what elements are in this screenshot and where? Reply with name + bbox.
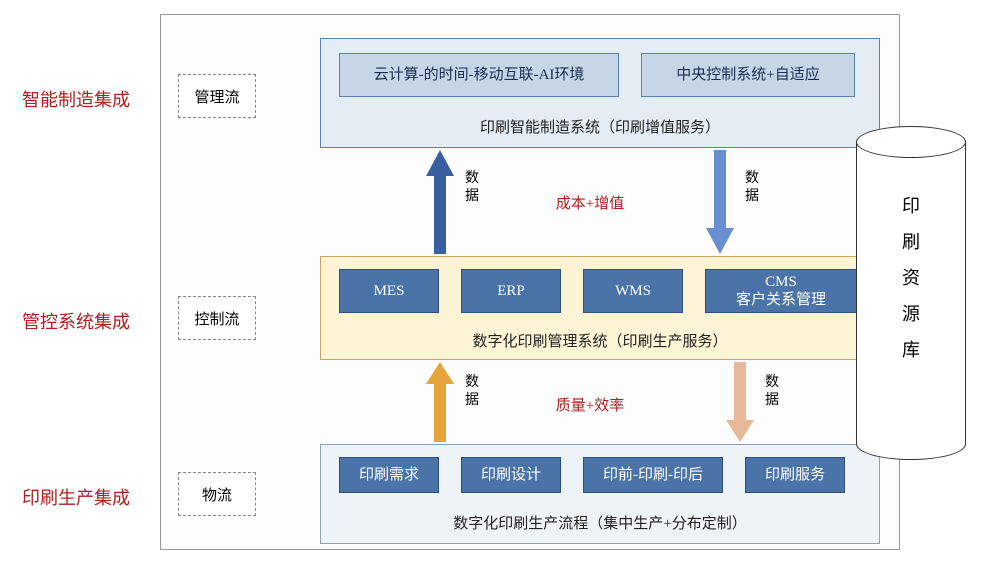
cylinder-label: 印 刷 资 源 库 [901, 188, 921, 368]
arrow-2-down-label: 数 据 [764, 374, 780, 410]
tier-1: 云计算-的时间-移动互联-AI环境 中央控制系统+自适应 印刷智能制造系统（印刷… [320, 38, 880, 148]
row-label-3: 印刷生产集成 [22, 484, 130, 510]
tier3-block-2: 印刷设计 [461, 457, 561, 493]
tier2-caption: 数字化印刷管理系统（印刷生产服务） [321, 330, 879, 351]
tier-3: 印刷需求 印刷设计 印前-印刷-印后 印刷服务 数字化印刷生产流程（集中生产+分… [320, 444, 880, 544]
tier2-block-2-text: ERP [497, 282, 525, 300]
tier3-caption: 数字化印刷生产流程（集中生产+分布定制） [321, 512, 879, 533]
tier1-block-1-text: 云计算-的时间-移动互联-AI环境 [374, 66, 585, 84]
arrow-1-down [700, 150, 740, 254]
flow-box-3: 物流 [178, 472, 256, 516]
tier2-block-4-text: CMS 客户关系管理 [736, 273, 826, 309]
arrow-2-up-label: 数 据 [464, 374, 480, 410]
flow-box-2-text: 控制流 [194, 308, 239, 329]
tier3-block-4-text: 印刷服务 [765, 466, 825, 484]
tier1-block-1: 云计算-的时间-移动互联-AI环境 [339, 53, 619, 97]
tier3-block-1: 印刷需求 [339, 457, 439, 493]
arrow-1-down-label: 数 据 [744, 170, 760, 206]
cylinder-top [856, 126, 966, 158]
row-label-2: 管控系统集成 [22, 308, 130, 334]
tier1-caption: 印刷智能制造系统（印刷增值服务） [321, 116, 879, 137]
tier3-block-1-text: 印刷需求 [359, 466, 419, 484]
tier-2: MES ERP WMS CMS 客户关系管理 数字化印刷管理系统（印刷生产服务） [320, 256, 880, 360]
tier2-block-1: MES [339, 269, 439, 313]
tier2-block-3-text: WMS [615, 282, 651, 300]
tier2-block-1-text: MES [374, 282, 405, 300]
tier2-block-2: ERP [461, 269, 561, 313]
arrow-1-up [420, 150, 460, 254]
mid-text-1: 成本+增值 [530, 192, 650, 213]
tier1-block-2-text: 中央控制系统+自适应 [676, 66, 819, 84]
tier2-block-3: WMS [583, 269, 683, 313]
arrow-2-down [720, 362, 760, 442]
tier3-block-3-text: 印前-印刷-印后 [603, 466, 703, 484]
flow-box-2: 控制流 [178, 296, 256, 340]
arrow-1-up-label: 数 据 [464, 170, 480, 206]
mid-text-2: 质量+效率 [530, 394, 650, 415]
tier3-block-2-text: 印刷设计 [481, 466, 541, 484]
tier2-block-4: CMS 客户关系管理 [705, 269, 857, 313]
flow-box-1-text: 管理流 [194, 86, 239, 107]
row-label-1: 智能制造集成 [22, 86, 130, 112]
flow-box-3-text: 物流 [202, 484, 232, 505]
cylinder-bottom [856, 428, 966, 460]
tier1-block-2: 中央控制系统+自适应 [641, 53, 855, 97]
arrow-2-up [420, 362, 460, 442]
tier3-block-4: 印刷服务 [745, 457, 845, 493]
flow-box-1: 管理流 [178, 74, 256, 118]
tier3-block-3: 印前-印刷-印后 [583, 457, 723, 493]
